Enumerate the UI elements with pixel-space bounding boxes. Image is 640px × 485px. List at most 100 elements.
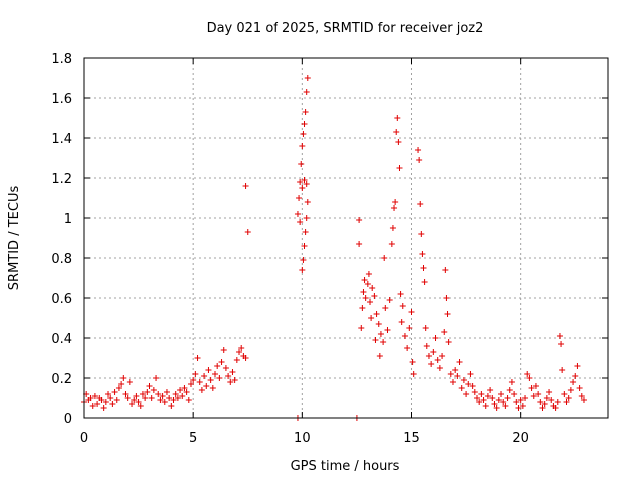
data-point [297, 219, 304, 225]
data-point [190, 377, 197, 383]
data-point [572, 373, 579, 379]
data-point [401, 333, 408, 339]
data-point [556, 333, 563, 339]
data-point [216, 375, 223, 381]
data-point [487, 387, 494, 393]
data-point [399, 303, 406, 309]
data-point [139, 391, 146, 397]
data-point [124, 395, 131, 401]
data-point [105, 391, 112, 397]
data-point [436, 365, 443, 371]
data-point [376, 353, 383, 359]
data-point [430, 349, 437, 355]
data-point [359, 305, 366, 311]
data-point [506, 387, 513, 393]
data-point [115, 385, 122, 391]
data-point [513, 399, 520, 405]
data-point [515, 405, 522, 411]
data-point [554, 399, 561, 405]
data-point [559, 367, 566, 373]
data-point [404, 345, 411, 351]
data-point [530, 393, 537, 399]
y-tick-label: 0.2 [51, 372, 72, 387]
data-point [471, 389, 478, 395]
data-point [504, 395, 511, 401]
data-point [482, 403, 489, 409]
data-point [194, 355, 201, 361]
data-point [300, 131, 307, 137]
data-point [126, 379, 133, 385]
data-point [107, 395, 114, 401]
data-point [495, 397, 502, 403]
data-point [177, 387, 184, 393]
data-point [445, 339, 452, 345]
data-point [375, 321, 382, 327]
data-point [539, 405, 546, 411]
data-point [120, 375, 127, 381]
data-point [419, 251, 426, 257]
data-point [410, 371, 417, 377]
data-point [244, 229, 251, 235]
data-point [298, 161, 305, 167]
y-tick-label: 1.2 [51, 172, 72, 187]
data-point [131, 397, 138, 403]
data-point [377, 331, 384, 337]
y-axis-label: SRMTID / TECUs [7, 186, 22, 291]
data-point [94, 401, 101, 407]
data-point [212, 371, 218, 377]
data-point [474, 395, 480, 401]
data-point [170, 397, 177, 403]
data-point [394, 115, 401, 121]
data-point [489, 395, 496, 401]
data-point [423, 343, 430, 349]
data-point [580, 397, 587, 403]
data-point [198, 387, 205, 393]
data-point [155, 391, 162, 397]
data-point [561, 391, 568, 397]
data-point [380, 339, 387, 345]
data-point [452, 367, 459, 373]
x-axis-label: GPS time / hours [291, 459, 400, 474]
data-point [434, 357, 441, 363]
data-point [543, 395, 550, 401]
data-point [365, 271, 372, 277]
data-point [535, 391, 542, 397]
data-point [297, 179, 304, 185]
y-tick-label: 0.4 [51, 332, 72, 347]
data-point [460, 377, 467, 383]
data-point [302, 109, 309, 115]
data-point [238, 345, 245, 351]
data-point [135, 399, 142, 405]
data-point [517, 397, 524, 403]
data-point [498, 391, 505, 397]
data-point [522, 395, 529, 401]
data-point [548, 397, 555, 403]
data-point [528, 385, 535, 391]
data-point [187, 381, 194, 387]
data-point [421, 279, 428, 285]
data-point [227, 379, 234, 385]
data-point [150, 387, 157, 393]
data-point [118, 381, 125, 387]
data-point [478, 391, 485, 397]
data-point [393, 129, 400, 135]
data-point [196, 379, 203, 385]
data-point [567, 387, 574, 393]
data-point [89, 403, 96, 409]
data-point [172, 391, 179, 397]
data-point [558, 341, 565, 347]
data-point [231, 377, 238, 383]
data-point [439, 353, 446, 359]
data-point [465, 381, 472, 387]
data-point [367, 299, 374, 305]
data-point [179, 393, 186, 399]
data-point [163, 389, 170, 395]
data-point [220, 347, 227, 353]
data-point [449, 379, 456, 385]
data-point [102, 399, 109, 405]
data-point [364, 281, 371, 287]
data-point [415, 147, 422, 153]
data-point [144, 389, 151, 395]
